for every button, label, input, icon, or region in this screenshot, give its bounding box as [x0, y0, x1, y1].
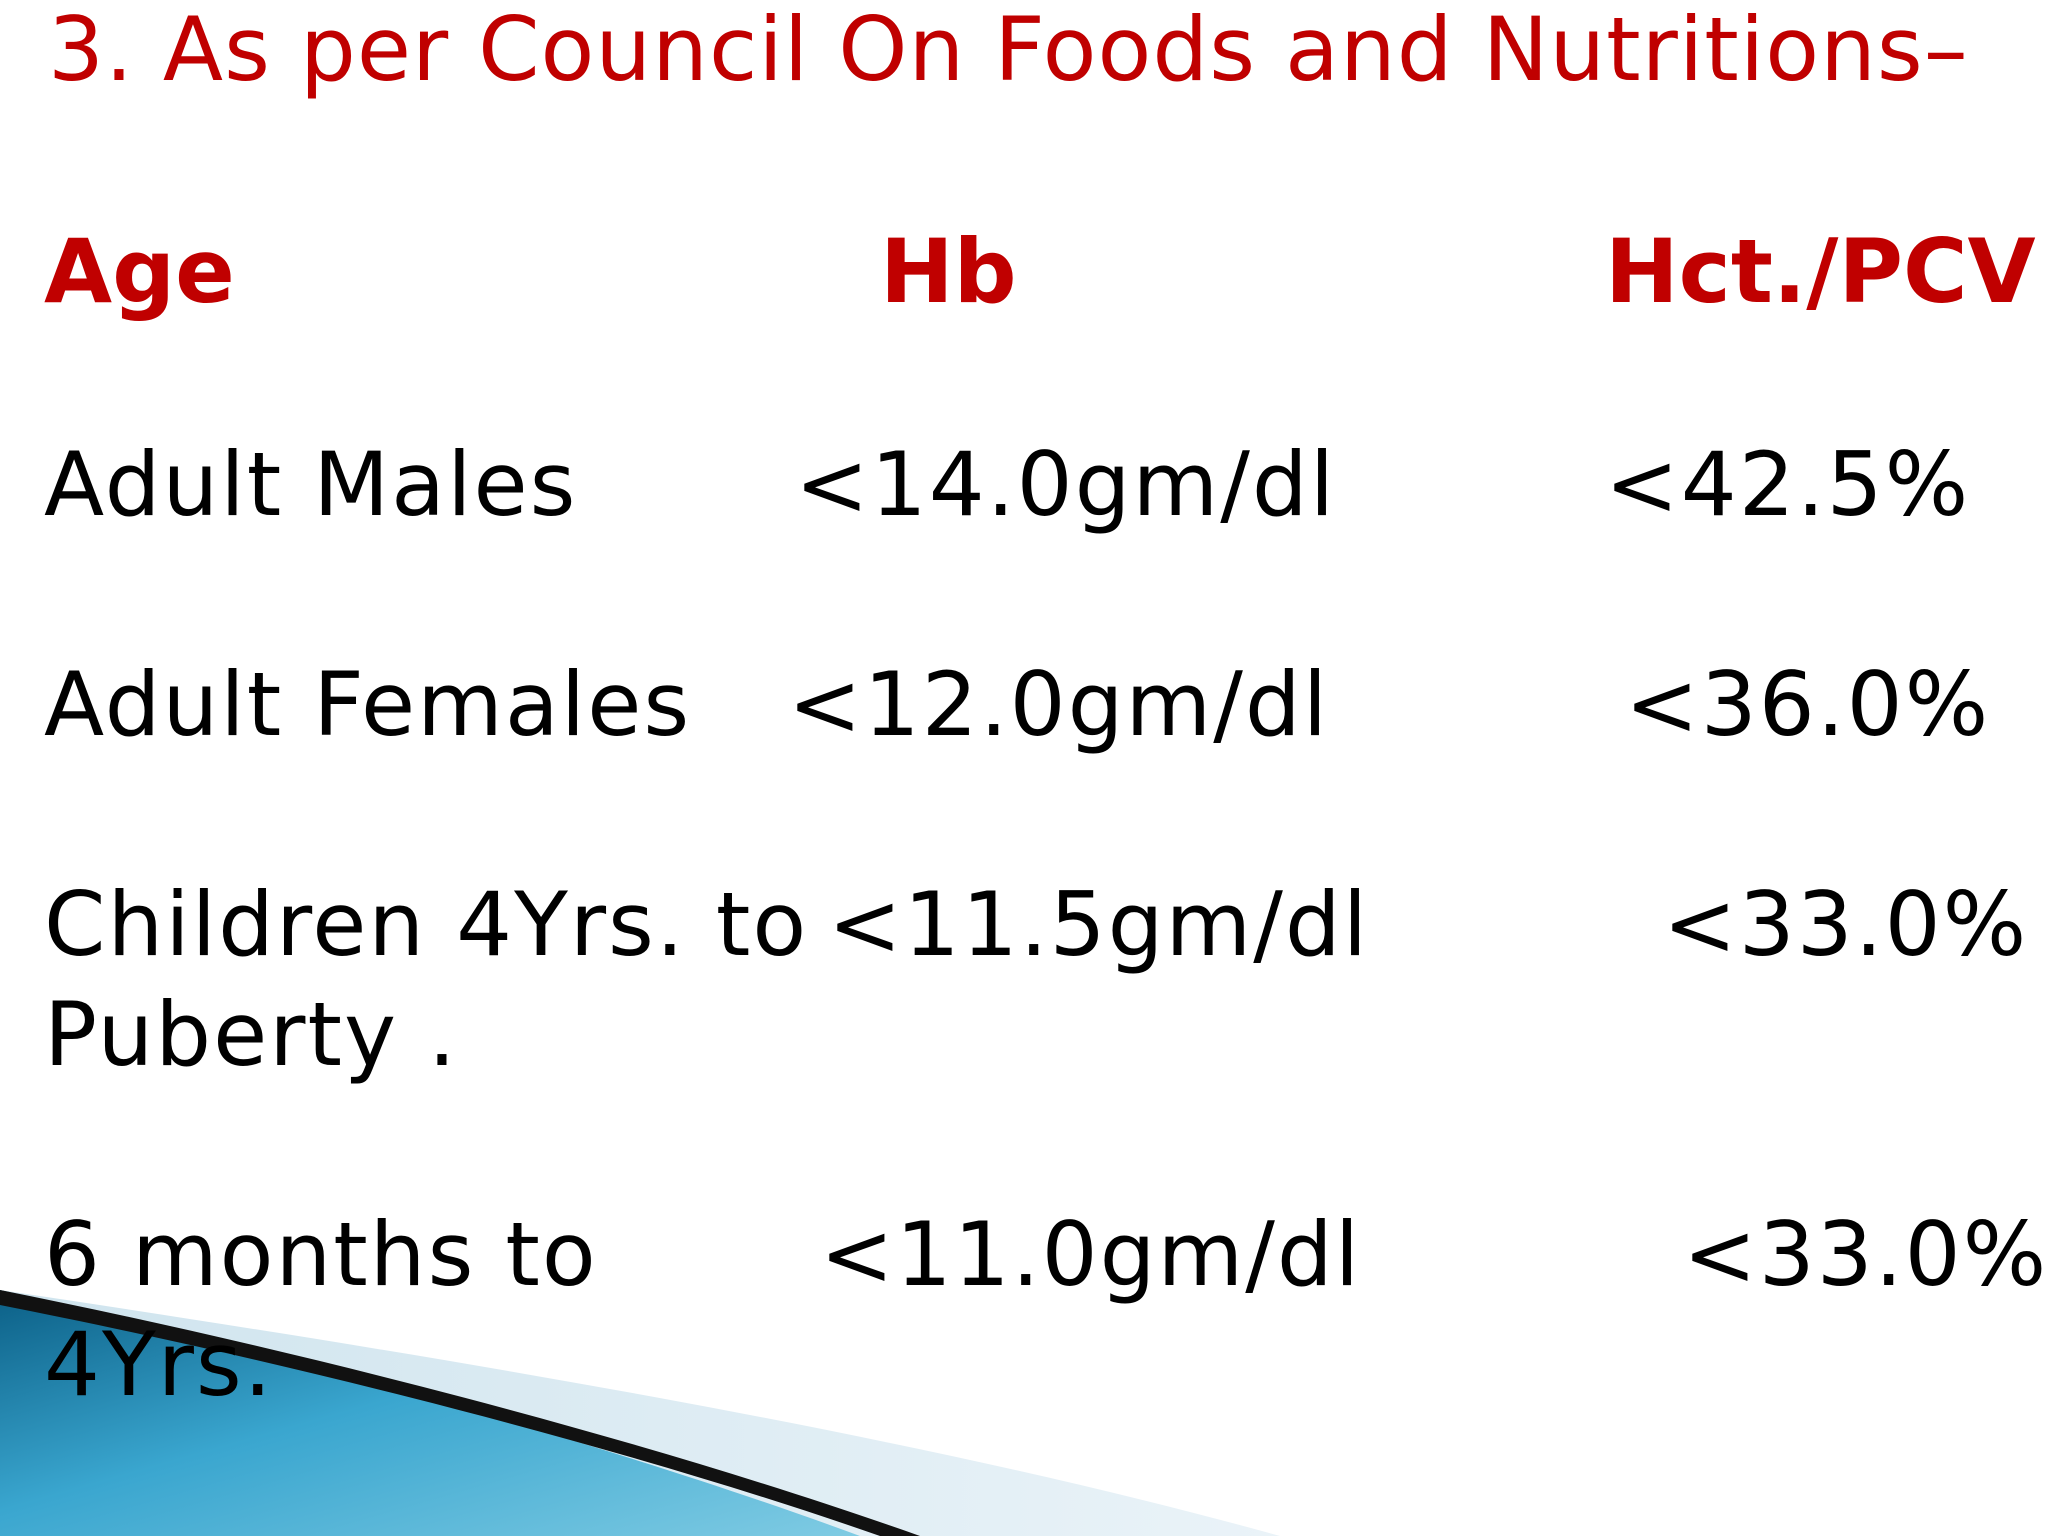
- header-hct: Hct./PCV: [1605, 220, 2036, 323]
- row-adult-males-hct: <42.5%: [1605, 433, 1971, 536]
- row-infants-hct: <33.0%: [1683, 1203, 2048, 1306]
- row-infants-age-line2: 4Yrs.: [44, 1313, 274, 1416]
- row-children-hb: <11.5gm/dl: [828, 873, 1370, 976]
- row-adult-males-age: Adult Males: [44, 433, 578, 536]
- row-adult-females-age: Adult Females: [44, 653, 692, 756]
- row-children-age-line1: Children 4Yrs. to: [44, 873, 809, 976]
- header-hb: Hb: [880, 220, 1017, 323]
- row-infants-hb: <11.0gm/dl: [820, 1203, 1362, 1306]
- row-children-hct: <33.0%: [1663, 873, 2029, 976]
- header-age: Age: [44, 220, 235, 323]
- row-children-age-line2: Puberty .: [44, 983, 458, 1086]
- row-adult-females-hb: <12.0gm/dl: [788, 653, 1330, 756]
- slide-title: 3. As per Council On Foods and Nutrition…: [48, 0, 1969, 101]
- row-adult-females-hct: <36.0%: [1625, 653, 1991, 756]
- row-infants-age-line1: 6 months to: [44, 1203, 598, 1306]
- row-adult-males-hb: <14.0gm/dl: [795, 433, 1337, 536]
